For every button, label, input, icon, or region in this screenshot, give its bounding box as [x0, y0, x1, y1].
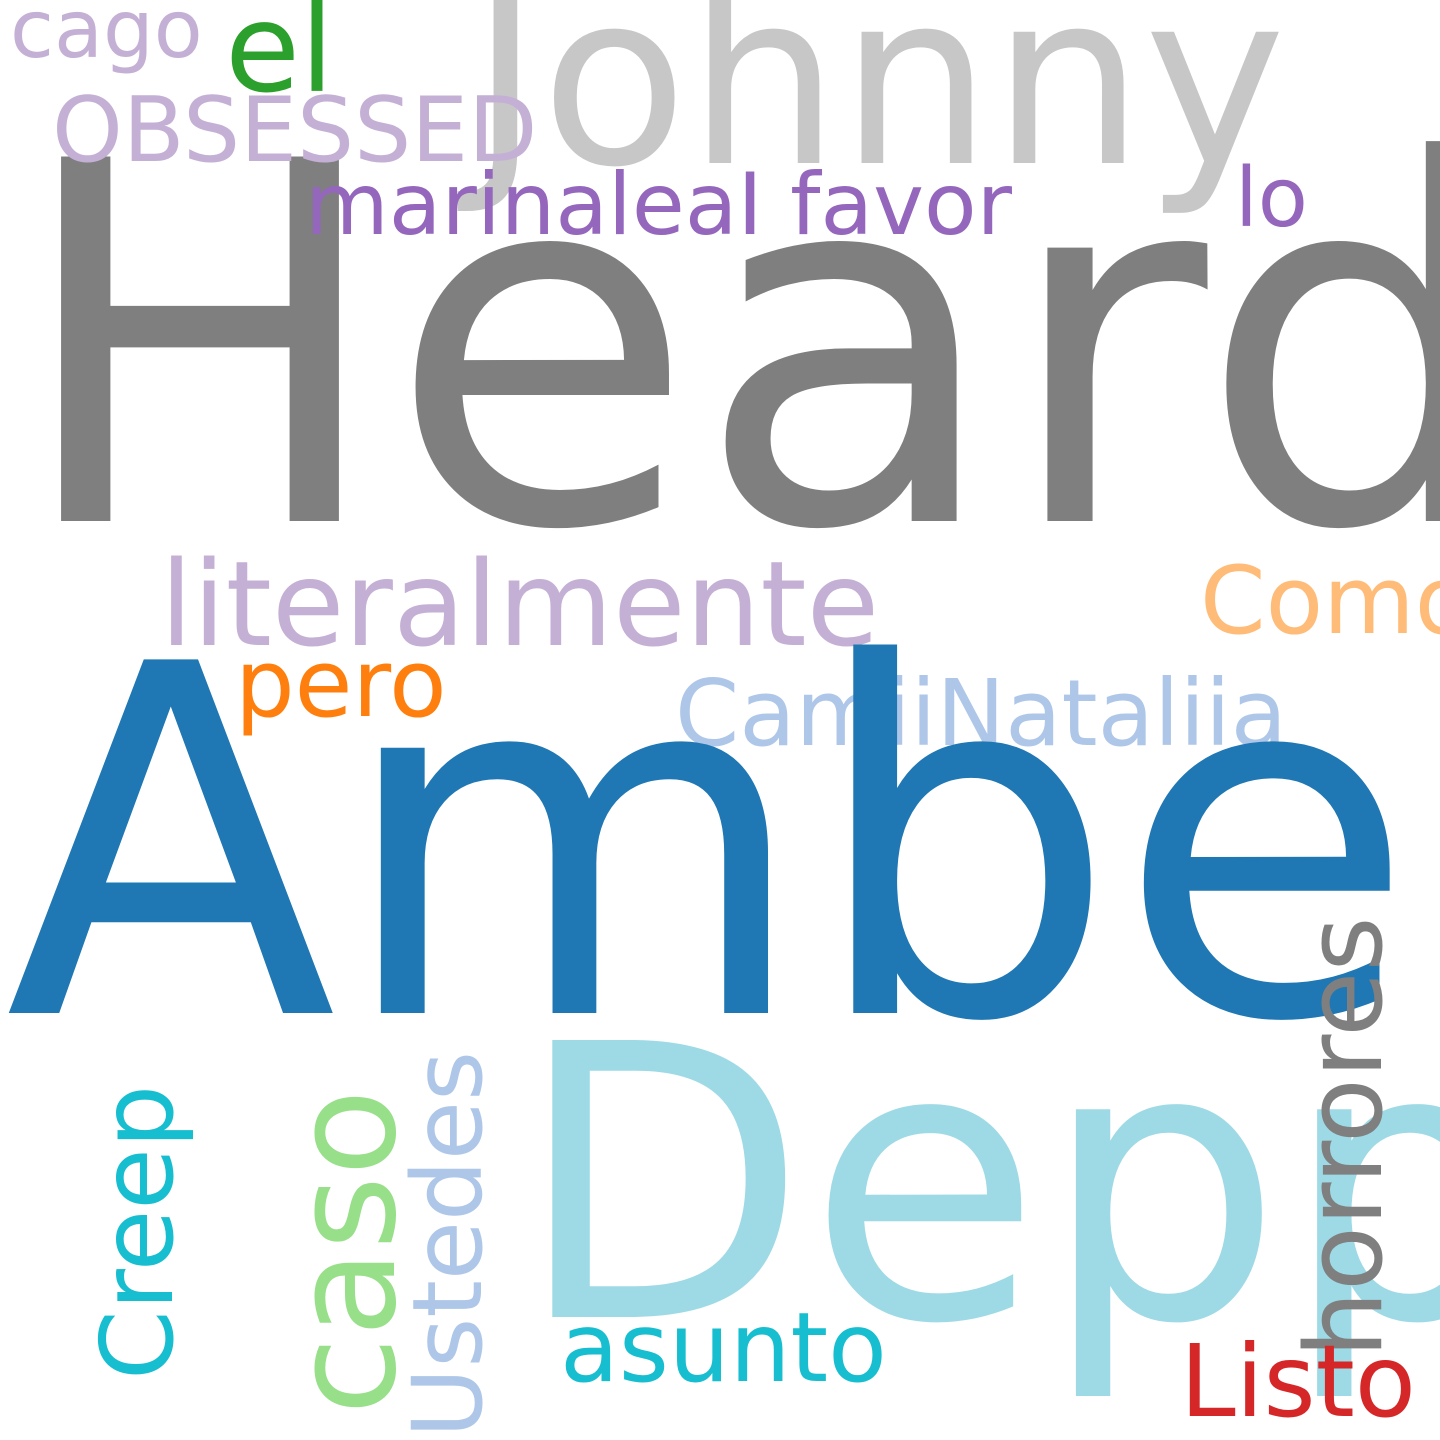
word-creep: Creep — [79, 1084, 196, 1380]
word-depp: Depp — [515, 964, 1440, 1407]
word-literalmente: literalmente — [160, 535, 880, 673]
word-lo: lo — [1235, 151, 1308, 246]
word-camiinataliia: CamiiNataliia_ — [675, 660, 1334, 767]
word-horrores: horrores — [1283, 916, 1406, 1358]
word-como: Como — [1200, 547, 1440, 656]
word-asunto: asunto — [560, 1292, 887, 1404]
word-cago: cago — [10, 0, 203, 76]
word-pero: pero — [235, 630, 447, 739]
word-marinaleai: marinaleaI — [305, 155, 763, 255]
word-heard: Heard — [12, 57, 1440, 639]
word-marinaleai-favor: marinaleaI favor — [305, 162, 1012, 248]
word-ustedes: Ustedes — [392, 1051, 504, 1438]
word-johnny: Johnny — [470, 0, 1286, 220]
word-favor: favor — [790, 155, 1013, 255]
word-amber: Amber — [5, 564, 1440, 1128]
word-listo: Listo — [1180, 1323, 1416, 1440]
word-obsessed: OBSESSED — [52, 78, 538, 183]
word-el: el — [225, 0, 334, 120]
